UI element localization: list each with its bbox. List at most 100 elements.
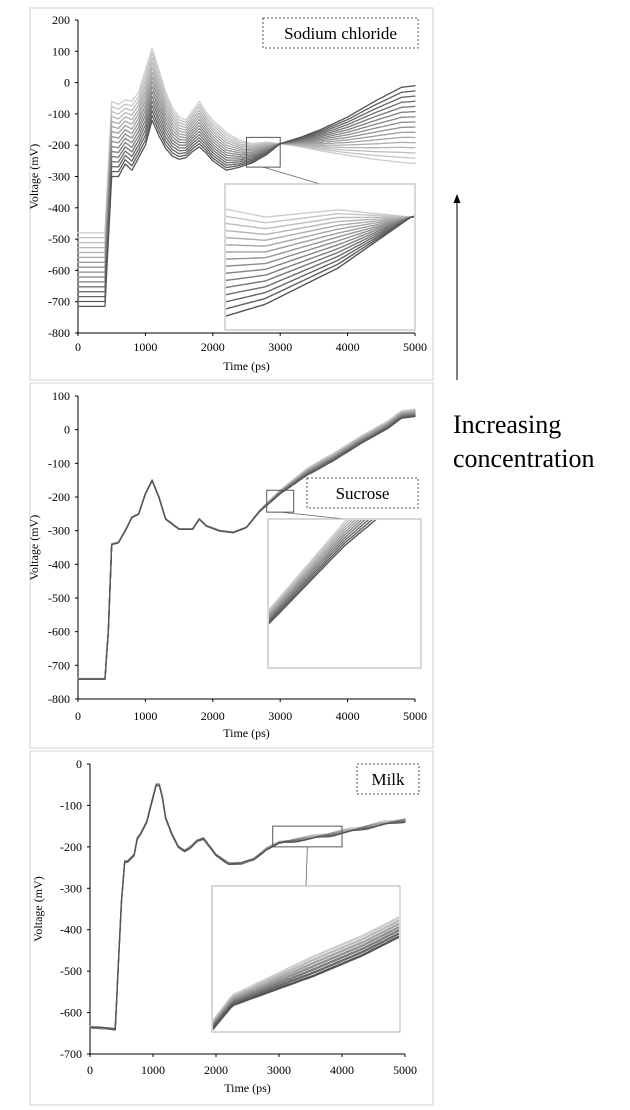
- x-tick-label: 0: [87, 1063, 93, 1077]
- inset-series-group: [226, 208, 414, 317]
- inset-series-line: [226, 216, 414, 260]
- y-tick-label: -100: [48, 107, 70, 121]
- y-tick-label: -200: [48, 138, 70, 152]
- inset-series-line: [226, 216, 414, 253]
- y-tick-label: -300: [48, 524, 70, 538]
- inset-series-line: [213, 923, 399, 1026]
- inset-series-line: [269, 520, 363, 618]
- inset-series-line: [226, 216, 414, 282]
- inset-series-line: [226, 216, 414, 241]
- x-tick-label: 2000: [201, 709, 225, 723]
- x-tick-label: 1000: [133, 340, 157, 354]
- inset-series-line: [269, 520, 354, 614]
- series-line: [77, 415, 416, 680]
- x-axis-title: Time (ps): [223, 726, 270, 740]
- panel-sucrose-frame: [29, 382, 434, 749]
- x-tick-label: 4000: [336, 709, 360, 723]
- y-tick-label: -500: [60, 964, 82, 978]
- increasing-label: Increasing: [453, 410, 561, 439]
- y-tick-label: -300: [60, 881, 82, 895]
- inset-series-line: [226, 208, 414, 219]
- series-group: [89, 783, 406, 1031]
- y-tick-label: -200: [60, 840, 82, 854]
- x-tick-label: 4000: [336, 340, 360, 354]
- inset-series-group: [213, 916, 399, 1031]
- y-tick-label: -600: [48, 263, 70, 277]
- zoom-leader-line: [305, 846, 308, 887]
- x-tick-label: 1000: [141, 1063, 165, 1077]
- inset-series-line: [213, 929, 399, 1028]
- y-tick-label: -400: [48, 201, 70, 215]
- x-tick-label: 5000: [393, 1063, 417, 1077]
- x-tick-label: 3000: [267, 1063, 291, 1077]
- chart-milk: 0 -100 -200 -300 -400 -500 -600 -700 0 1000 2000 30…: [31, 757, 420, 1095]
- inset-series-line: [226, 216, 414, 274]
- inset-series-line: [213, 935, 399, 1031]
- y-axis-title: Voltage (mV): [27, 144, 41, 209]
- inset-series-line: [226, 215, 414, 310]
- inset-series-line: [213, 926, 399, 1027]
- inset-series-line: [213, 916, 399, 1024]
- y-tick-label: -700: [60, 1047, 82, 1061]
- inset-series-line: [226, 216, 414, 236]
- x-tick-label: 0: [75, 709, 81, 723]
- x-tick-label: 3000: [268, 340, 292, 354]
- zoom-region: [266, 489, 295, 513]
- y-tick-label: -500: [48, 232, 70, 246]
- y-tick-label: -200: [48, 490, 70, 504]
- series-line: [89, 784, 406, 1031]
- inset-series-line: [269, 520, 366, 620]
- y-axis-title: Voltage (mV): [27, 515, 41, 580]
- y-tick-label: 200: [52, 13, 70, 27]
- x-tick-label: 4000: [330, 1063, 354, 1077]
- inset-series-line: [226, 215, 414, 317]
- x-tick-label: 2000: [204, 1063, 228, 1077]
- legend-label: Sodium chloride: [284, 24, 397, 43]
- legend-label: Sucrose: [336, 484, 390, 503]
- inset-series-line: [269, 520, 348, 611]
- zoom-leader-line: [263, 166, 321, 185]
- y-tick-label: -700: [48, 658, 70, 672]
- y-tick-label: 0: [64, 423, 70, 437]
- inset-series-line: [226, 216, 414, 267]
- inset-series-line: [269, 520, 373, 623]
- inset-series-line: [269, 520, 357, 615]
- legend-box: [306, 477, 419, 509]
- series-group: [77, 408, 416, 680]
- y-tick-label: -400: [60, 923, 82, 937]
- zoom-leader-line: [280, 511, 345, 520]
- concentration-annotation: Increasing concentration: [453, 194, 595, 473]
- x-tick-label: 5000: [403, 709, 427, 723]
- y-tick-label: -100: [60, 798, 82, 812]
- inset-series-group: [269, 520, 377, 625]
- concentration-label: concentration: [453, 444, 595, 473]
- panel-milk-frame: [29, 750, 434, 1106]
- y-tick-label: -600: [48, 625, 70, 639]
- y-tick-label: -800: [48, 692, 70, 706]
- inset-series-line: [226, 216, 414, 230]
- y-tick-label: -400: [48, 557, 70, 571]
- inset-frame: [224, 183, 416, 331]
- inset-series-line: [269, 520, 351, 612]
- y-tick-label: 100: [52, 44, 70, 58]
- inset-series-line: [269, 520, 370, 622]
- x-tick-label: 0: [75, 340, 81, 354]
- chart-sodium-chloride: 2001000-100-200-300-400-500-600-700-8000…: [27, 13, 427, 373]
- inset-series-line: [213, 919, 399, 1025]
- legend-box: [262, 17, 419, 49]
- x-tick-label: 3000: [268, 709, 292, 723]
- inset-series-line: [213, 932, 399, 1030]
- x-tick-label: 5000: [403, 340, 427, 354]
- y-axis-title: Voltage (mV): [31, 876, 45, 941]
- y-tick-label: -300: [48, 170, 70, 184]
- y-tick-label: -500: [48, 591, 70, 605]
- y-tick-label: -100: [48, 456, 70, 470]
- panel-sodium-frame: [29, 7, 434, 381]
- inset-series-line: [226, 215, 414, 303]
- y-tick-label: 0: [64, 76, 70, 90]
- y-tick-label: 0: [76, 757, 82, 771]
- concentration-arrow-head: [453, 194, 461, 203]
- y-tick-label: 100: [52, 389, 70, 403]
- legend-label: Milk: [371, 770, 405, 789]
